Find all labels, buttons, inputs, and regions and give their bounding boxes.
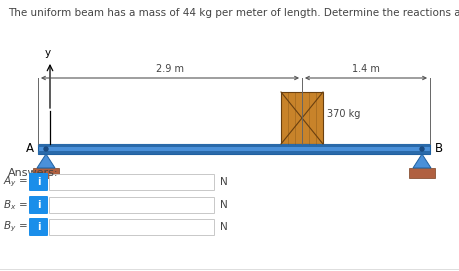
Bar [49,174,213,190]
Text: $B_y$ =: $B_y$ = [3,220,28,234]
Bar [49,197,213,213]
Text: i: i [37,200,40,210]
Bar [408,168,434,178]
Bar [38,144,429,147]
Text: N: N [219,177,227,187]
Bar [38,151,429,154]
Text: Answers:: Answers: [8,168,58,178]
Bar [38,144,429,154]
Text: $A_y$ =: $A_y$ = [3,175,28,189]
Text: 1.4 m: 1.4 m [351,64,379,74]
FancyBboxPatch shape [29,218,48,236]
FancyBboxPatch shape [29,173,48,191]
Text: B: B [434,143,442,156]
Bar [49,219,213,235]
Text: $B_x$ =: $B_x$ = [3,198,28,212]
Text: i: i [37,177,40,187]
Text: N: N [219,222,227,232]
Polygon shape [37,154,55,168]
Bar [33,168,59,178]
FancyBboxPatch shape [29,196,48,214]
Text: A: A [26,143,34,156]
Polygon shape [412,154,430,168]
Bar [280,92,322,144]
Text: N: N [219,200,227,210]
Circle shape [419,147,423,151]
Text: y: y [45,48,51,58]
Text: 370 kg: 370 kg [326,109,359,119]
Text: i: i [37,222,40,232]
Circle shape [44,147,48,151]
Text: The uniform beam has a mass of 44 kg per meter of length. Determine the reaction: The uniform beam has a mass of 44 kg per… [8,8,459,18]
Text: 2.9 m: 2.9 m [156,64,184,74]
